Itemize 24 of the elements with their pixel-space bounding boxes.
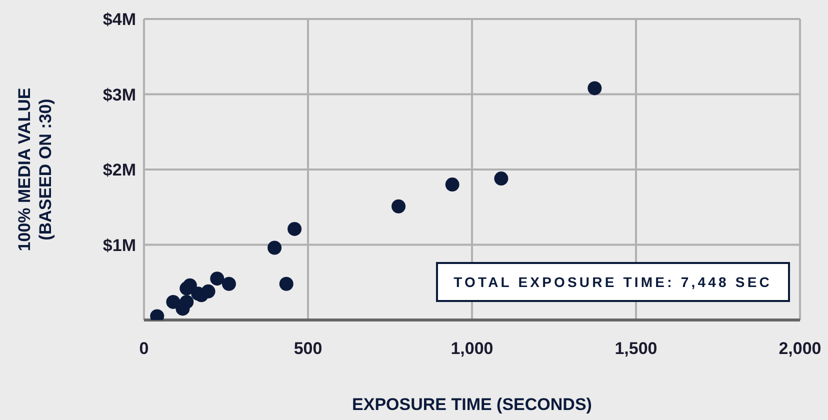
y-tick-label: $3M [102, 85, 136, 104]
point [279, 276, 294, 291]
point [180, 294, 194, 309]
point [268, 240, 282, 255]
annotation: TOTAL EXPOSURE TIME: 7,448 SEC [436, 262, 790, 302]
x-tick-label: 1,000 [450, 339, 494, 358]
point [201, 284, 216, 298]
point [494, 172, 508, 186]
y-tick-label: $2M [102, 160, 136, 180]
x-axis-title: EXPOSURE TIME (SECONDS) [352, 395, 592, 414]
x-tick-label: 500 [294, 339, 322, 358]
y-axis-title: 100% MEDIA VALUE (BASEED ON :30) [15, 88, 55, 252]
point [288, 222, 302, 236]
y-tick-label: $4M [102, 10, 136, 30]
x-tick-label: 1,500 [614, 339, 658, 358]
x-tick-label: 2,000 [778, 339, 822, 358]
point [222, 276, 236, 291]
point [588, 81, 602, 96]
point [166, 294, 180, 309]
point [392, 199, 406, 214]
point [445, 178, 460, 192]
y-tick-label: $1M [102, 236, 136, 255]
point [210, 272, 224, 286]
x-tick-label: 0 [139, 339, 149, 358]
